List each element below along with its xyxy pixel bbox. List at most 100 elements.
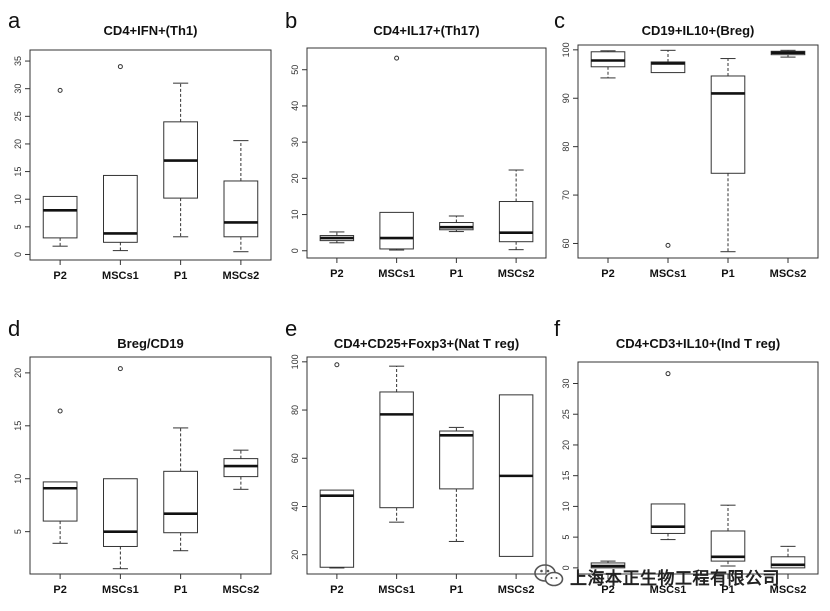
plot-frame bbox=[577, 361, 819, 575]
x-tick-label: MSCs1 bbox=[650, 268, 687, 280]
box-MSCs1 bbox=[379, 55, 414, 251]
y-tick-label: 10 bbox=[290, 210, 300, 220]
box-MSCs1 bbox=[103, 64, 138, 252]
plot-frame bbox=[306, 47, 547, 259]
x-tick-label: P1 bbox=[450, 584, 463, 596]
chart-panel-d: d Breg/CD19 5 10 15 20 P2 MSCs1 P1 MSCs2 bbox=[8, 316, 272, 596]
x-tick-label: P2 bbox=[601, 268, 614, 280]
box-body bbox=[103, 174, 138, 243]
chart-title: CD19+IL10+(Breg) bbox=[642, 23, 755, 38]
box-P1 bbox=[439, 215, 474, 233]
chart-panel-a: a CD4+IFN+(Th1) 0 5 10 15 20 25 30 35 P2 MSCs1 P1 MSC… bbox=[8, 8, 272, 282]
y-tick-label: 15 bbox=[561, 471, 571, 481]
x-tick-label: MSCs2 bbox=[770, 584, 807, 596]
panel-letter: b bbox=[285, 8, 297, 33]
y-tick-label: 20 bbox=[561, 440, 571, 450]
box-P2 bbox=[590, 50, 626, 79]
y-tick-label: 20 bbox=[290, 173, 300, 183]
x-tick-label: MSCs1 bbox=[650, 584, 687, 596]
panel-letter: e bbox=[285, 316, 297, 341]
x-tick-label: MSCs2 bbox=[498, 584, 535, 596]
chart-title: Breg/CD19 bbox=[117, 336, 183, 351]
box-body bbox=[650, 61, 686, 74]
box-body bbox=[379, 211, 414, 250]
box-MSCs1 bbox=[650, 49, 686, 248]
panel-letter: f bbox=[554, 316, 561, 341]
y-tick-label: 80 bbox=[561, 142, 571, 152]
box-P1 bbox=[163, 82, 198, 238]
x-tick-label: P2 bbox=[601, 584, 614, 596]
x-tick-label: P1 bbox=[721, 268, 734, 280]
watermark-text: 上海本正生物工程有限公司 bbox=[570, 568, 780, 589]
y-tick-label: 0 bbox=[290, 248, 300, 253]
watermark: 上海本正生物工程有限公司 bbox=[534, 560, 780, 592]
outlier-point bbox=[57, 408, 63, 414]
chart-title: CD4+IFN+(Th1) bbox=[104, 23, 198, 38]
box-P2 bbox=[319, 362, 355, 569]
box-body bbox=[223, 458, 259, 478]
chart-panel-b: b CD4+IL17+(Th17) 0 10 20 30 40 50 P2 MSCs1 P1 MSCs… bbox=[285, 8, 547, 280]
plot-frame bbox=[29, 356, 272, 575]
outlier-point bbox=[665, 371, 671, 377]
box-MSCs2 bbox=[223, 140, 259, 253]
y-tick-label: 35 bbox=[13, 56, 23, 66]
y-tick-label: 5 bbox=[13, 224, 23, 229]
box-MSCs2 bbox=[770, 49, 806, 58]
box-P2 bbox=[319, 231, 355, 244]
y-tick-label: 20 bbox=[13, 368, 23, 378]
y-tick-label: 15 bbox=[13, 167, 23, 177]
y-tick-label: 60 bbox=[561, 238, 571, 248]
y-tick-label: 80 bbox=[290, 405, 300, 415]
y-tick-label: 0 bbox=[561, 565, 571, 570]
box-P1 bbox=[439, 426, 474, 542]
box-body bbox=[710, 75, 746, 174]
chart-title: CD4+CD3+IL10+(Ind T reg) bbox=[616, 336, 780, 351]
x-tick-label: MSCs2 bbox=[770, 268, 807, 280]
y-tick-label: 0 bbox=[13, 252, 23, 257]
box-MSCs2 bbox=[223, 449, 259, 490]
x-tick-label: MSCs1 bbox=[378, 268, 415, 280]
box-body bbox=[163, 470, 198, 534]
y-tick-label: 15 bbox=[13, 421, 23, 431]
x-tick-label: MSCs1 bbox=[102, 270, 139, 282]
y-tick-label: 25 bbox=[561, 409, 571, 419]
y-tick-label: 5 bbox=[561, 535, 571, 540]
box-MSCs1 bbox=[650, 371, 686, 541]
x-tick-label: P1 bbox=[174, 584, 187, 596]
y-tick-label: 20 bbox=[290, 550, 300, 560]
box-body bbox=[42, 195, 78, 239]
panel-letter: c bbox=[554, 8, 565, 33]
box-P1 bbox=[710, 504, 746, 567]
box-MSCs2 bbox=[770, 545, 806, 569]
y-tick-label: 30 bbox=[561, 378, 571, 388]
y-tick-label: 90 bbox=[561, 93, 571, 103]
panel-letter: d bbox=[8, 316, 20, 341]
y-tick-label: 50 bbox=[290, 65, 300, 75]
x-tick-label: P1 bbox=[721, 584, 734, 596]
box-body bbox=[379, 391, 414, 509]
box-P1 bbox=[163, 427, 198, 552]
box-body bbox=[498, 201, 534, 243]
y-tick-label: 70 bbox=[561, 190, 571, 200]
box-MSCs1 bbox=[103, 366, 138, 570]
box-MSCs2 bbox=[498, 394, 534, 557]
box-P2 bbox=[42, 408, 78, 544]
y-tick-label: 10 bbox=[561, 501, 571, 511]
plot-frame bbox=[29, 49, 272, 261]
chart-panel-f: f CD4+CD3+IL10+(Ind T reg) 0 5 10 15 20 25 30 P2 M… bbox=[554, 316, 819, 596]
box-body bbox=[223, 180, 259, 238]
x-tick-label: P2 bbox=[53, 584, 66, 596]
outlier-point bbox=[117, 64, 123, 70]
panel-letter: a bbox=[8, 8, 21, 33]
y-tick-label: 30 bbox=[290, 137, 300, 147]
box-body bbox=[650, 503, 686, 534]
y-tick-label: 40 bbox=[290, 501, 300, 511]
x-tick-label: P1 bbox=[174, 270, 187, 282]
box-body bbox=[103, 478, 138, 547]
y-tick-label: 25 bbox=[13, 111, 23, 121]
y-tick-label: 100 bbox=[561, 42, 571, 57]
box-P2 bbox=[42, 87, 78, 247]
y-tick-label: 100 bbox=[290, 354, 300, 369]
y-tick-label: 40 bbox=[290, 101, 300, 111]
